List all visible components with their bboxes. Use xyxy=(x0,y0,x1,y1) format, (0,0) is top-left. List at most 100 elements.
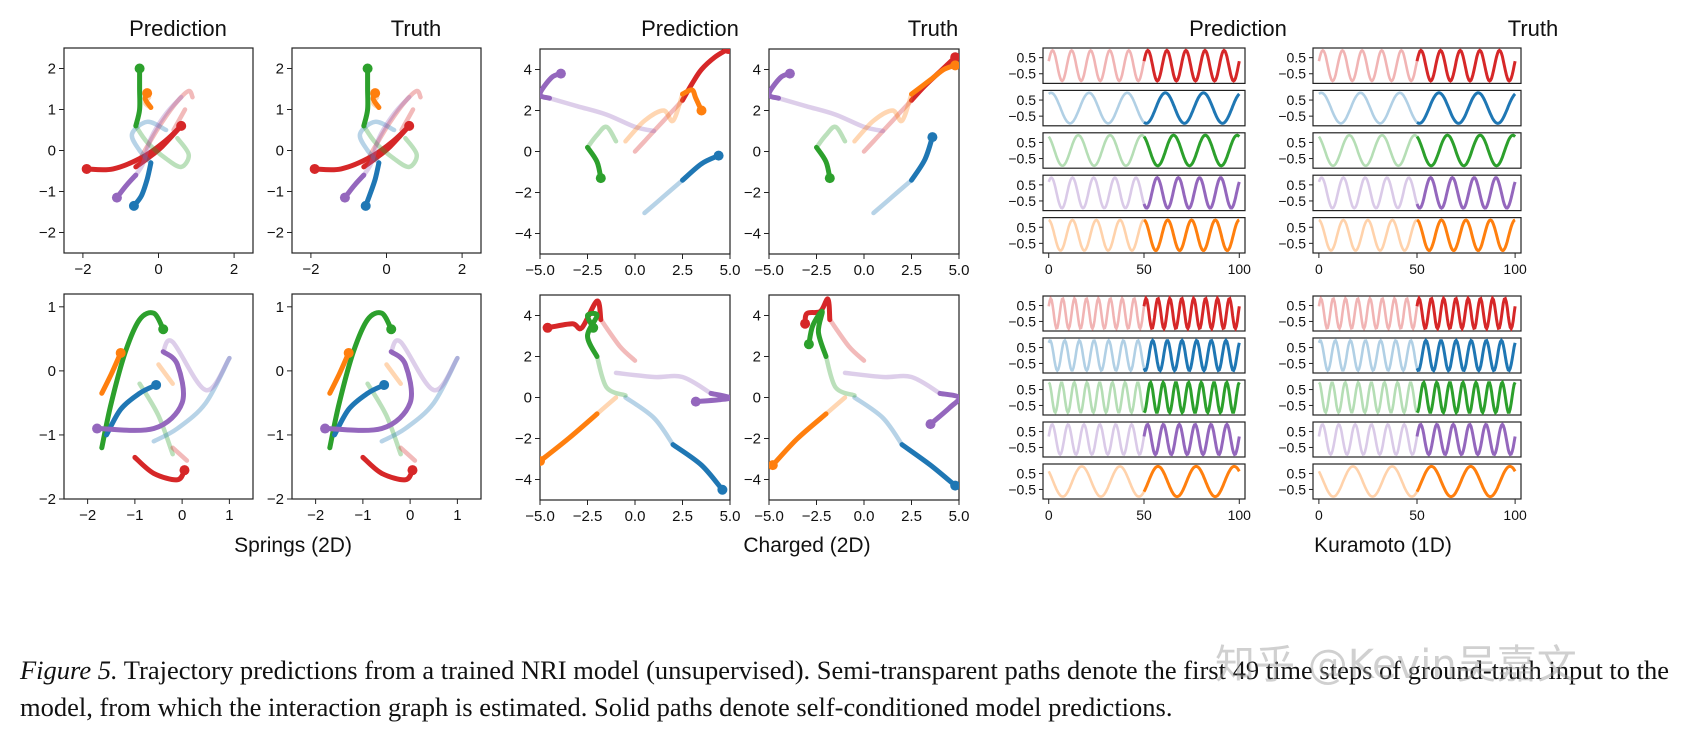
charged-2d-top-truth-input-path-0 xyxy=(861,98,914,154)
kuramoto-1d-top-prediction-subplot-0-ytick-label: 0.5 xyxy=(1017,50,1037,66)
charged-2d-bottom-truth-endpoint-1 xyxy=(950,480,959,491)
kuramoto-1d-bottom-prediction-subplot-2-input-line xyxy=(1047,379,1146,416)
kuramoto-1d-bottom-prediction-subplot-3-ytick-label: 0.5 xyxy=(1017,424,1037,440)
springs-2d-bottom-truth-prediction-path-0 xyxy=(327,310,394,451)
kuramoto-1d-top-prediction-subplot-4-ytick-label: 0.5 xyxy=(1017,219,1037,235)
kuramoto-1d-bottom-truth-subplot-3-prediction-line xyxy=(1415,422,1517,457)
charged-2d-bottom-prediction-endpoint-3 xyxy=(542,322,553,333)
springs-2d-top-truth-input-path-0 xyxy=(361,88,423,170)
kuramoto-1d-top-truth-subplot-3-ytick-label: 0.5 xyxy=(1287,177,1307,193)
charged-2d-top-truth-ytick-label: 4 xyxy=(753,62,761,79)
charged-2d-bottom-prediction-ytick-label: −4 xyxy=(515,472,532,489)
springs-2d-bottom-truth-endpoint-3 xyxy=(320,423,331,434)
kuramoto-1d-top-truth-subplot-2-prediction-line xyxy=(1415,133,1517,168)
kuramoto-1d-bottom-prediction-subplot-2-ytick-label: −0.5 xyxy=(1008,397,1036,413)
springs-2d-top-truth-endpoint-4 xyxy=(339,192,350,203)
kuramoto-1d-bottom-prediction-subplot-0: 0.5−0.5 xyxy=(1008,295,1246,332)
charged-2d-top-truth-endpoint-2 xyxy=(824,173,835,184)
charged-2d-bottom-truth-input-path-2 xyxy=(842,370,943,396)
springs-2d-bottom-prediction-input-path-2 xyxy=(151,355,232,444)
kuramoto-1d-bottom-prediction-subplot-2-ytick-label: 0.5 xyxy=(1017,382,1037,398)
springs-2d-top-truth-ytick-label: 0 xyxy=(276,143,284,160)
springs-2d-top-truth-plot-area xyxy=(309,63,423,211)
kuramoto-1d-bottom-truth-subplot-2: 0.5−0.5 xyxy=(1278,379,1522,416)
charged-2d-top-truth-xtick-label: 0.0 xyxy=(854,262,875,279)
charged-2d-bottom-prediction-ytick-label: −2 xyxy=(515,431,532,448)
kuramoto-1d-top-prediction-subplot-4-axes-frame xyxy=(1042,217,1246,254)
charged-2d-top-prediction-input-path-3 xyxy=(547,95,657,134)
springs-2d-top-prediction-ytick-label: 0 xyxy=(48,143,56,160)
charged-2d-top-prediction-endpoint-3 xyxy=(555,68,566,79)
springs-2d-bottom-truth-ytick-label: −2 xyxy=(267,491,284,508)
kuramoto-1d-bottom-truth-xtick-label: 100 xyxy=(1503,507,1527,523)
springs-2d-bottom-truth-prediction-path-1 xyxy=(327,350,352,396)
springs-2d-top-prediction-ytick-label: 2 xyxy=(48,61,56,78)
charged-2d-top-truth-plot-area xyxy=(769,52,959,216)
springs-2d-bottom-prediction-prediction-path-4 xyxy=(132,454,187,483)
charged-2d-top-truth-input-path-1 xyxy=(871,177,914,216)
springs-2d-top-prediction-prediction-path-3 xyxy=(133,66,143,129)
springs-2d-top-truth-endpoint-1 xyxy=(309,163,320,174)
springs-2d-bottom-prediction-xtick-label: −2 xyxy=(79,507,96,524)
kuramoto-1d-bottom-truth-subplot-2-ytick-label: −0.5 xyxy=(1278,397,1306,413)
springs-2d-top-truth-input-path-1 xyxy=(399,107,416,133)
charged-2d-bottom-truth-input-path-4 xyxy=(823,354,857,398)
springs-2d-top-prediction-input-path-1 xyxy=(171,107,188,133)
springs-2d-bottom-prediction-xtick-label: 1 xyxy=(225,507,233,524)
kuramoto-1d-bottom-truth-subplot-2-input-line xyxy=(1317,379,1419,416)
kuramoto-1d-top-prediction-xtick-label: 50 xyxy=(1136,261,1152,277)
kuramoto-1d-top-prediction-subplot-1-axes-frame xyxy=(1042,89,1246,127)
kuramoto-1d-top-truth-xtick-label: 50 xyxy=(1409,261,1425,277)
charged-2d-top-prediction-ytick-label: −2 xyxy=(515,185,532,202)
springs-2d-bottom-prediction-plot-area xyxy=(92,310,232,483)
kuramoto-1d-top-truth-subplot-3-prediction-line xyxy=(1415,175,1517,210)
springs-2d-bottom-truth-endpoint-0 xyxy=(386,324,397,335)
kuramoto-1d-top-truth-subplot-3: 0.5−0.5 xyxy=(1278,174,1522,212)
charged-2d-top-truth-xtick-label: 5.0 xyxy=(949,262,970,279)
kuramoto-1d-bottom-prediction-subplot-0-input-line xyxy=(1047,295,1146,332)
kuramoto-1d-bottom-prediction-subplot-4-ytick-label: −0.5 xyxy=(1008,481,1036,497)
kuramoto-1d-bottom-truth-subplot-0-ytick-label: 0.5 xyxy=(1287,298,1307,314)
springs-2d-bottom-truth-prediction-path-4 xyxy=(360,454,415,483)
kuramoto-1d-top-prediction-subplot-1: 0.5−0.5 xyxy=(1008,89,1246,127)
kuramoto-1d-bottom-truth-xtick-label: 50 xyxy=(1409,507,1425,523)
springs-2d-bottom-truth-xtick-label: −2 xyxy=(307,507,324,524)
kuramoto-1d-bottom-truth-subplot-1-ytick-label: 0.5 xyxy=(1287,340,1307,356)
charged-2d-top-truth-input-path-4 xyxy=(852,91,914,144)
kuramoto-1d-top-truth-subplot-2-input-line xyxy=(1317,133,1418,168)
charged-2d-top-prediction-xtick-label: 5.0 xyxy=(720,262,741,279)
kuramoto-1d-bottom-prediction-subplot-3-ytick-label: −0.5 xyxy=(1008,439,1036,455)
charged-2d-bottom-prediction-xtick-label: 0.0 xyxy=(625,508,646,525)
springs-2d-top-truth-ytick-label: 2 xyxy=(276,61,284,78)
charged-2d-top-prediction: −5.0 −2.5 0.0 2.5 5.0 −4 −2 0 2 4 xyxy=(515,48,741,279)
charged-2d-bottom-prediction: −5.0 −2.5 0.0 2.5 5.0 −4 −2 0 2 4 xyxy=(515,294,741,525)
kuramoto-1d-top-truth-xtick-label: 0 xyxy=(1315,261,1323,277)
kuramoto-1d-bottom-prediction-subplot-3: 0.5−0.5 xyxy=(1008,421,1246,458)
charged-2d-top-prediction-endpoint-0 xyxy=(723,49,730,54)
kuramoto-1d-bottom-prediction-subplot-1-ytick-label: −0.5 xyxy=(1008,355,1036,371)
charged-2d-bottom-prediction-xtick-label: 5.0 xyxy=(720,508,741,525)
kuramoto-1d-top-prediction-subplot-4-ytick-label: −0.5 xyxy=(1008,235,1036,251)
charged-2d-top-truth-input-path-3 xyxy=(776,95,886,134)
springs-2d-bottom-truth-input-path-3 xyxy=(388,338,460,393)
springs-2d-bottom-prediction-endpoint-4 xyxy=(179,465,190,476)
springs-2d-bottom-truth-input-path-2 xyxy=(379,355,460,444)
springs-2d-bottom-truth-ytick-label: −1 xyxy=(267,427,284,444)
kuramoto-1d-top-prediction-subplot-1-ytick-label: −0.5 xyxy=(1008,108,1036,124)
charged-2d-top-prediction-axes-frame xyxy=(539,48,731,255)
charged-2d-bottom-truth-xtick-label: 5.0 xyxy=(949,508,970,525)
kuramoto-1d-bottom-truth: 0.5−0.50.5−0.50.5−0.50.5−0.50.5−0.50 50 10… xyxy=(1278,295,1527,523)
kuramoto-1d-top-truth-subplot-4-ytick-label: 0.5 xyxy=(1287,219,1307,235)
kuramoto-1d-bottom-truth-subplot-0: 0.5−0.5 xyxy=(1278,295,1522,332)
charged-2d-bottom-prediction-endpoint-4 xyxy=(588,322,599,333)
kuramoto-1d-top-truth-subplot-0-input-line xyxy=(1317,48,1419,83)
panel-title-kuramoto-prediction: Prediction xyxy=(1189,16,1287,41)
charged-2d-top-truth-xtick-label: 2.5 xyxy=(901,262,922,279)
springs-2d-top-truth-xtick-label: 0 xyxy=(382,261,390,278)
charged-2d-bottom-truth-xtick-label: −5.0 xyxy=(754,508,784,525)
kuramoto-1d-bottom-truth-subplot-2-prediction-line xyxy=(1415,379,1517,416)
kuramoto-1d-bottom-prediction-xtick-label: 50 xyxy=(1136,507,1152,523)
kuramoto-1d-top-prediction-xtick-label: 0 xyxy=(1045,261,1053,277)
charged-2d-top-truth-ytick-label: 2 xyxy=(753,103,761,120)
springs-2d-top-prediction-xtick-label: −2 xyxy=(74,261,91,278)
